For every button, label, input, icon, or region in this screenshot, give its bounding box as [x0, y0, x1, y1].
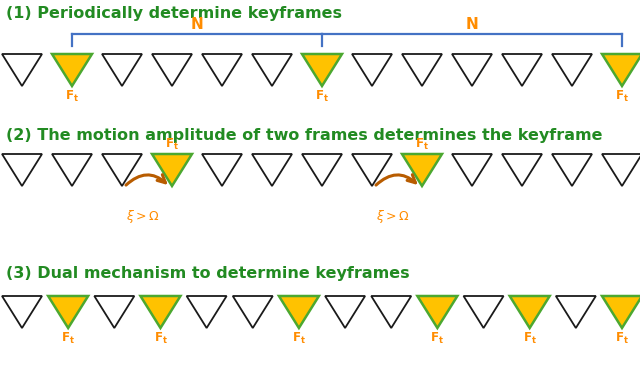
Text: $\mathbf{F_t}$: $\mathbf{F_t}$ — [292, 331, 306, 346]
Text: N: N — [191, 17, 204, 32]
Text: $\mathbf{F_t}$: $\mathbf{F_t}$ — [165, 137, 179, 152]
Polygon shape — [509, 296, 550, 328]
Polygon shape — [552, 54, 592, 86]
Polygon shape — [52, 54, 92, 86]
Polygon shape — [552, 154, 592, 186]
Polygon shape — [2, 296, 42, 328]
Polygon shape — [48, 296, 88, 328]
Text: (1) Periodically determine keyframes: (1) Periodically determine keyframes — [6, 6, 342, 21]
Polygon shape — [556, 296, 596, 328]
Polygon shape — [152, 54, 192, 86]
Polygon shape — [452, 154, 492, 186]
Polygon shape — [202, 154, 242, 186]
Polygon shape — [352, 154, 392, 186]
Polygon shape — [302, 154, 342, 186]
Text: $\mathbf{F_t}$: $\mathbf{F_t}$ — [154, 331, 168, 346]
Polygon shape — [140, 296, 180, 328]
Polygon shape — [2, 154, 42, 186]
Text: $\xi >\Omega$: $\xi >\Omega$ — [376, 208, 410, 225]
Polygon shape — [302, 54, 342, 86]
Polygon shape — [94, 296, 134, 328]
Polygon shape — [602, 154, 640, 186]
Polygon shape — [371, 296, 412, 328]
Polygon shape — [233, 296, 273, 328]
Polygon shape — [152, 154, 192, 186]
Text: $\mathbf{F_t}$: $\mathbf{F_t}$ — [523, 331, 537, 346]
Polygon shape — [252, 54, 292, 86]
Polygon shape — [463, 296, 504, 328]
Polygon shape — [187, 296, 227, 328]
Polygon shape — [352, 54, 392, 86]
Polygon shape — [102, 54, 142, 86]
Text: $\xi >\Omega$: $\xi >\Omega$ — [126, 208, 160, 225]
Polygon shape — [52, 154, 92, 186]
Polygon shape — [252, 154, 292, 186]
Polygon shape — [502, 154, 542, 186]
Polygon shape — [452, 54, 492, 86]
Text: $\mathbf{F_t}$: $\mathbf{F_t}$ — [415, 137, 429, 152]
Text: $\mathbf{F_t}$: $\mathbf{F_t}$ — [65, 89, 79, 104]
Polygon shape — [102, 154, 142, 186]
Text: $\mathbf{F_t}$: $\mathbf{F_t}$ — [431, 331, 444, 346]
Text: $\mathbf{F_t}$: $\mathbf{F_t}$ — [615, 89, 629, 104]
Polygon shape — [202, 54, 242, 86]
Polygon shape — [402, 54, 442, 86]
Polygon shape — [602, 296, 640, 328]
Text: (3) Dual mechanism to determine keyframes: (3) Dual mechanism to determine keyframe… — [6, 266, 410, 281]
Text: (2) The motion amplitude of two frames determines the keyframe: (2) The motion amplitude of two frames d… — [6, 128, 602, 143]
Text: $\mathbf{F_t}$: $\mathbf{F_t}$ — [315, 89, 329, 104]
Text: N: N — [466, 17, 478, 32]
Polygon shape — [417, 296, 458, 328]
Polygon shape — [602, 54, 640, 86]
Polygon shape — [502, 54, 542, 86]
Polygon shape — [325, 296, 365, 328]
Text: $\mathbf{F_t}$: $\mathbf{F_t}$ — [615, 331, 629, 346]
Polygon shape — [2, 54, 42, 86]
Polygon shape — [279, 296, 319, 328]
Polygon shape — [402, 154, 442, 186]
Text: $\mathbf{F_t}$: $\mathbf{F_t}$ — [61, 331, 75, 346]
